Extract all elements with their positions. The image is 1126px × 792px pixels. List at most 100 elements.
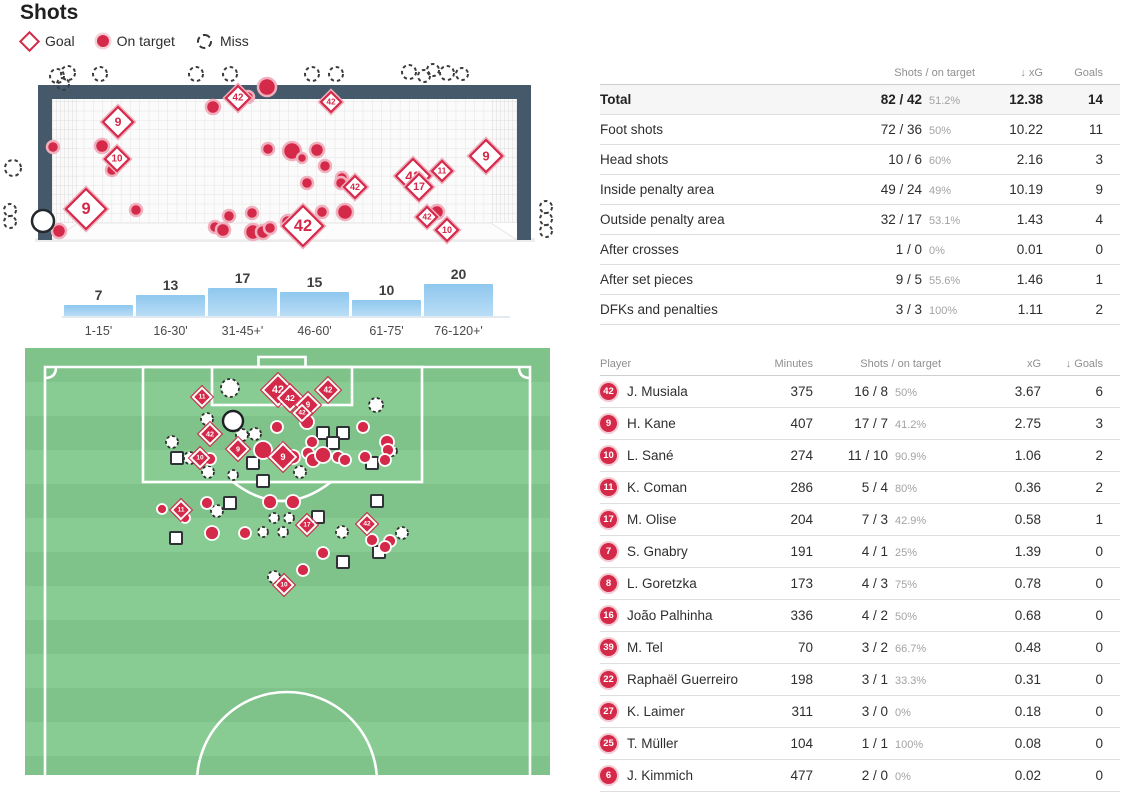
on-target-marker[interactable] (200, 496, 214, 510)
stats-row[interactable]: DFKs and penalties 3 / 3 100% 1.11 2 (600, 295, 1120, 325)
on-target-marker[interactable] (262, 220, 278, 236)
on-target-marker[interactable] (214, 221, 232, 239)
player-row[interactable]: 25 T. Müller 104 1 / 1 100% 0.08 0 (600, 728, 1120, 760)
stats-row[interactable]: Head shots 10 / 6 60% 2.16 3 (600, 145, 1120, 175)
blocked-shot-marker[interactable] (170, 451, 184, 465)
on-target-marker[interactable] (335, 202, 355, 222)
on-target-marker[interactable] (378, 453, 392, 467)
miss-marker[interactable] (92, 66, 108, 82)
on-target-marker[interactable] (308, 141, 326, 159)
on-target-marker[interactable] (244, 205, 260, 221)
on-target-marker[interactable] (93, 137, 111, 155)
on-target-marker[interactable] (358, 450, 372, 464)
player-row[interactable]: 42 J. Musiala 375 16 / 8 50% 3.67 6 (600, 376, 1120, 408)
on-target-marker[interactable] (204, 525, 220, 541)
on-target-marker[interactable] (314, 446, 332, 464)
stats-header-xg[interactable]: ↓ xG (1020, 67, 1043, 79)
goal-marker[interactable]: 42 (279, 202, 327, 250)
player-row[interactable]: 27 K. Laimer 311 3 / 0 0% 0.18 0 (600, 696, 1120, 728)
on-target-marker[interactable] (356, 420, 370, 434)
on-target-marker[interactable] (296, 563, 310, 577)
miss-marker[interactable] (165, 435, 179, 449)
on-target-marker[interactable] (285, 494, 301, 510)
players-header-minutes[interactable]: Minutes (774, 358, 813, 370)
miss-marker[interactable] (304, 66, 320, 82)
miss-marker[interactable] (426, 63, 440, 77)
miss-marker[interactable] (328, 66, 344, 82)
miss-marker[interactable] (60, 65, 76, 81)
on-target-marker[interactable] (378, 540, 392, 554)
goal-marker[interactable]: 17 (294, 512, 320, 538)
miss-marker[interactable] (401, 64, 417, 80)
players-header-xg[interactable]: xG (1026, 358, 1041, 370)
blocked-shot-marker[interactable] (246, 456, 260, 470)
player-row[interactable]: 11 K. Coman 286 5 / 4 80% 0.36 2 (600, 472, 1120, 504)
goal-marker[interactable]: 11 (428, 157, 456, 185)
on-target-marker[interactable] (45, 139, 61, 155)
on-target-marker[interactable] (295, 151, 309, 165)
blocked-shot-marker[interactable] (256, 474, 270, 488)
white-circle-marker[interactable] (30, 208, 56, 234)
miss-marker[interactable] (417, 69, 431, 83)
player-row[interactable]: 16 João Palhinha 336 4 / 2 50% 0.68 0 (600, 600, 1120, 632)
miss-marker[interactable] (368, 397, 384, 413)
on-target-marker[interactable] (221, 208, 237, 224)
blocked-shot-marker[interactable] (370, 494, 384, 508)
goal-marker[interactable]: 11 (189, 384, 215, 410)
miss-marker[interactable] (3, 203, 17, 217)
miss-marker[interactable] (268, 512, 280, 524)
white-circle-marker[interactable] (221, 409, 245, 433)
miss-marker[interactable] (222, 66, 238, 82)
goal-marker[interactable]: 17 (402, 170, 436, 204)
miss-marker[interactable] (49, 68, 65, 84)
blocked-shot-marker[interactable] (169, 531, 183, 545)
blocked-shot-marker[interactable] (336, 426, 350, 440)
goal-marker[interactable]: 42 (354, 511, 380, 537)
on-target-marker[interactable] (365, 533, 379, 547)
goal-marker[interactable]: 9 (224, 435, 252, 463)
miss-marker[interactable] (335, 525, 349, 539)
miss-marker[interactable] (4, 159, 22, 177)
miss-marker[interactable] (220, 378, 240, 398)
goal-marker[interactable]: 9 (266, 440, 300, 474)
miss-marker[interactable] (56, 77, 70, 91)
miss-marker[interactable] (455, 67, 469, 81)
stats-row[interactable]: Foot shots 72 / 36 50% 10.22 11 (600, 115, 1120, 145)
blocked-shot-marker[interactable] (326, 436, 340, 450)
goal-marker[interactable]: 10 (432, 215, 462, 245)
blocked-shot-marker[interactable] (223, 496, 237, 510)
on-target-marker[interactable] (299, 175, 315, 191)
on-target-marker[interactable] (317, 158, 333, 174)
stats-row[interactable]: After crosses 1 / 0 0% 0.01 0 (600, 235, 1120, 265)
player-row[interactable]: 39 M. Tel 70 3 / 2 66.7% 0.48 0 (600, 632, 1120, 664)
miss-marker[interactable] (248, 427, 262, 441)
player-row[interactable]: 6 J. Kimmich 477 2 / 0 0% 0.02 0 (600, 760, 1120, 792)
miss-marker[interactable] (257, 526, 269, 538)
on-target-marker[interactable] (128, 202, 144, 218)
miss-marker[interactable] (539, 200, 553, 214)
stats-row[interactable]: After set pieces 9 / 5 55.6% 1.46 1 (600, 265, 1120, 295)
blocked-shot-marker[interactable] (311, 510, 325, 524)
player-row[interactable]: 22 Raphaël Guerreiro 198 3 / 1 33.3% 0.31 0 (600, 664, 1120, 696)
players-header-player[interactable]: Player (600, 358, 632, 370)
miss-marker[interactable] (3, 215, 17, 229)
goal-marker[interactable]: 11 (168, 497, 194, 523)
on-target-marker[interactable] (338, 453, 352, 467)
on-target-marker[interactable] (256, 76, 278, 98)
stats-row[interactable]: Inside penalty area 49 / 24 49% 10.19 9 (600, 175, 1120, 205)
on-target-marker[interactable] (270, 420, 284, 434)
on-target-marker[interactable] (260, 141, 276, 157)
miss-marker[interactable] (439, 65, 455, 81)
goal-marker[interactable]: 9 (62, 185, 110, 233)
on-target-marker[interactable] (238, 526, 252, 540)
players-header-goals[interactable]: ↓ Goals (1065, 358, 1103, 370)
stats-row[interactable]: Outside penalty area 32 / 17 53.1% 1.43 4 (600, 205, 1120, 235)
miss-marker[interactable] (227, 469, 239, 481)
on-target-marker[interactable] (253, 440, 273, 460)
player-row[interactable]: 9 H. Kane 407 17 / 7 41.2% 2.75 3 (600, 408, 1120, 440)
player-row[interactable]: 17 M. Olise 204 7 / 3 42.9% 0.58 1 (600, 504, 1120, 536)
goal-marker[interactable]: 42 (196, 420, 224, 448)
miss-marker[interactable] (277, 526, 289, 538)
players-header-shots[interactable]: Shots / on target (860, 358, 941, 370)
goal-marker[interactable]: 10 (101, 143, 133, 175)
